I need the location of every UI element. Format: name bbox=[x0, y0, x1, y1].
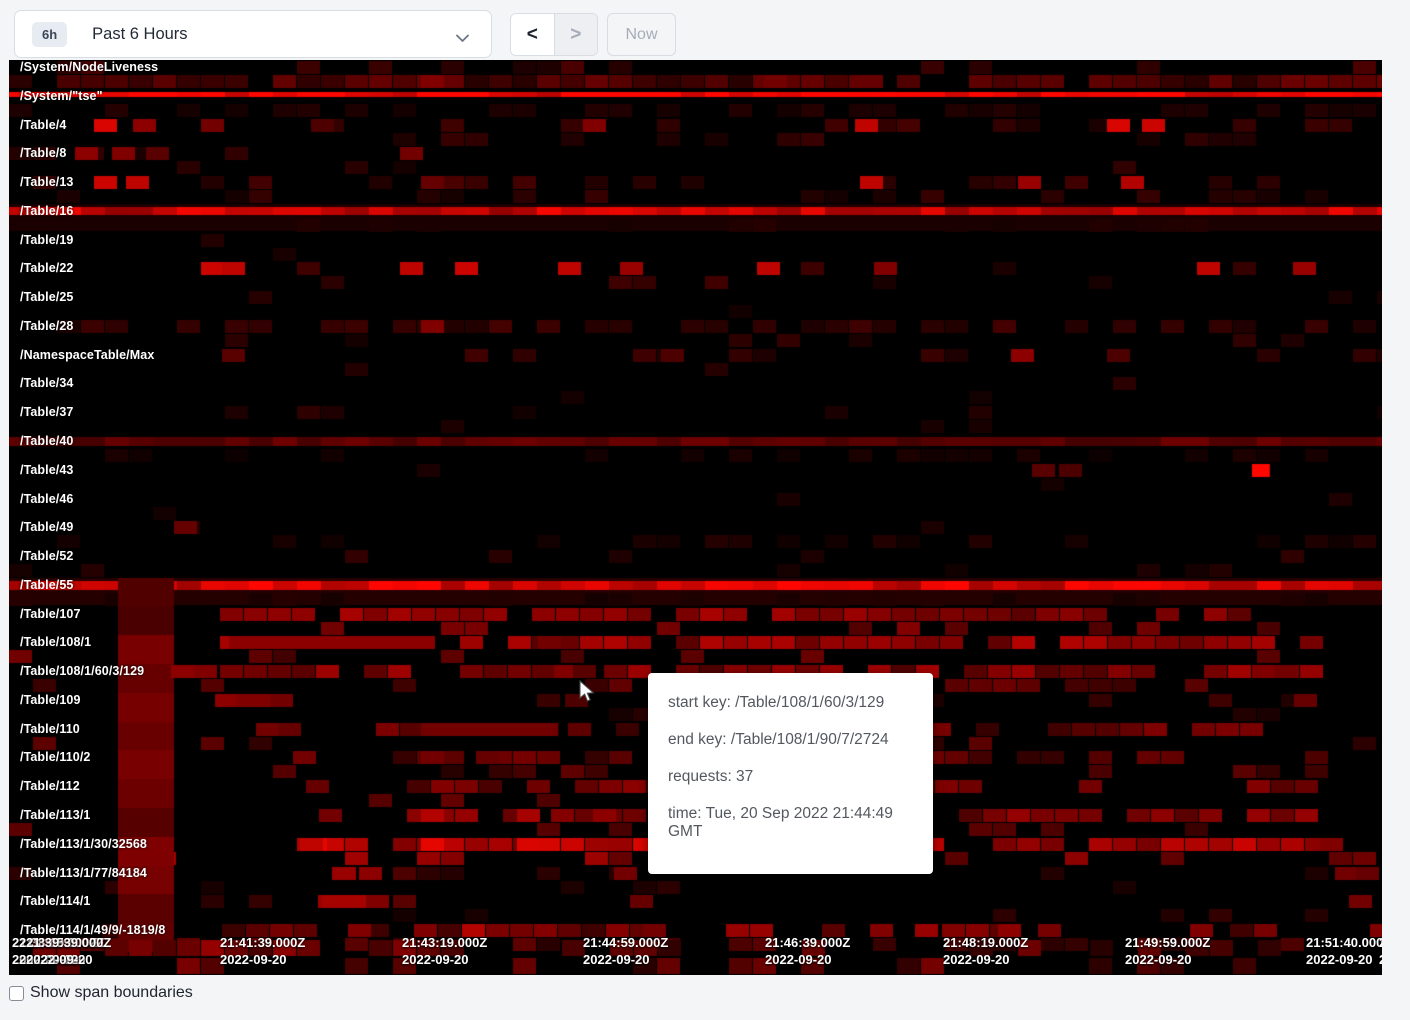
row-label: /Table/34 bbox=[20, 376, 74, 390]
row-label: /System/NodeLiveness bbox=[20, 60, 159, 74]
row-label: /Table/113/1/77/84184 bbox=[20, 866, 147, 880]
row-label: /Table/55 bbox=[20, 578, 74, 592]
row-label: /Table/52 bbox=[20, 549, 74, 563]
row-label: /Table/109 bbox=[20, 693, 81, 707]
row-label: /Table/40 bbox=[20, 434, 74, 448]
row-label: /Table/108/1 bbox=[20, 635, 92, 649]
show-span-boundaries-checkbox[interactable] bbox=[9, 985, 24, 1001]
axis-tick-time: 21:44:59.000Z bbox=[583, 935, 669, 950]
show-span-boundaries-label: Show span boundaries bbox=[30, 984, 193, 1001]
row-label: /Table/46 bbox=[20, 492, 74, 506]
row-label: /Table/25 bbox=[20, 290, 74, 304]
axis-tick-time: 21:46:39.000Z bbox=[765, 935, 851, 950]
axis-tick-date: 2022-09-20 bbox=[765, 952, 832, 967]
axis-tick: 21:43:19.000Z 2022-09-20 bbox=[402, 934, 487, 968]
axis-tick-time: 21:48:19.000Z bbox=[943, 935, 1029, 950]
row-label: /Table/22 bbox=[20, 261, 74, 275]
row-label: /Table/49 bbox=[20, 520, 74, 534]
time-range-label: Past 6 Hours bbox=[92, 24, 188, 43]
row-label: /System/"tse" bbox=[20, 89, 103, 103]
axis-tick: 21:38:19.000Z 2022-09-20 bbox=[12, 934, 97, 968]
tooltip-requests: requests: 37 bbox=[668, 768, 754, 785]
row-label: /Table/110 bbox=[20, 722, 80, 736]
row-label: /Table/16 bbox=[20, 204, 74, 218]
row-label: /Table/114/1 bbox=[20, 894, 91, 908]
axis-tick-time: 21:38:19.000Z bbox=[12, 935, 98, 950]
row-label: /Table/108/1/60/3/129 bbox=[20, 664, 145, 678]
tooltip-time: time: Tue, 20 Sep 2022 21:44:49 GMT bbox=[668, 805, 893, 840]
row-label: /Table/113/1/30/32568 bbox=[20, 837, 147, 851]
axis-tick-date: 2022-09-20 bbox=[583, 952, 650, 967]
row-label: /Table/114/1/49/9/-1819/8 bbox=[20, 923, 166, 937]
prev-interval-button[interactable]: < bbox=[511, 14, 555, 55]
hover-tooltip: start key: /Table/108/1/60/3/129 end key… bbox=[648, 673, 933, 874]
row-label: /Table/43 bbox=[20, 463, 74, 477]
axis-tick-date: 2022-09-20 bbox=[1306, 952, 1373, 967]
row-label: /Table/107 bbox=[20, 607, 81, 621]
axis-tick: 21:39:59.000Z 2022-09-20 bbox=[19, 934, 104, 968]
axis-tick-date: 2022-09-20 bbox=[943, 952, 1010, 967]
row-label: /Table/110/2 bbox=[20, 750, 91, 764]
time-range-badge: 6h bbox=[32, 21, 68, 47]
span-boundaries-row: Show span boundaries bbox=[9, 984, 193, 1002]
axis-tick-date: 2022-09-20 bbox=[12, 952, 79, 967]
key-visualizer-chart: /System/NodeLiveness/System/"tse" /Table/… bbox=[9, 60, 1382, 975]
row-label: /Table/113/1 bbox=[20, 808, 91, 822]
axis-tick-date: 2022-09-20 bbox=[1125, 952, 1192, 967]
now-button[interactable]: Now bbox=[607, 13, 676, 56]
axis-tick-date: 2022-09-20 bbox=[26, 952, 93, 967]
tooltip-start-key: start key: /Table/108/1/60/3/129 bbox=[668, 694, 885, 711]
next-interval-button[interactable]: > bbox=[554, 14, 597, 55]
axis-tick: 21:41:39.000Z 2022-09-20 bbox=[220, 934, 305, 968]
axis-tick-time: 21:43:19.000Z bbox=[402, 935, 488, 950]
row-label: /Table/28 bbox=[20, 319, 74, 333]
axis-tick: 21:39:39.000Z 2022-09-20 bbox=[26, 934, 111, 968]
row-label: /Table/4 bbox=[20, 118, 67, 132]
row-label: /Table/37 bbox=[20, 405, 74, 419]
axis-tick: 21:49:59.000Z 2022-09-20 bbox=[1125, 934, 1210, 968]
axis-tick-date: 2022-09-20 bbox=[220, 952, 287, 967]
axis-tick: 21:48:19.000Z 2022-09-20 bbox=[943, 934, 1028, 968]
tooltip-end-key: end key: /Table/108/1/90/7/2724 bbox=[668, 731, 889, 748]
axis-tick: 21:44:59.000Z 2022-09-20 bbox=[583, 934, 668, 968]
axis-tick-time: 21:39:39.000Z bbox=[26, 935, 112, 950]
time-nav-group: < > bbox=[510, 13, 598, 56]
axis-tick-date: 2022-09-20 bbox=[1379, 951, 1382, 968]
axis-tick-date: 2022-09-20 bbox=[19, 952, 86, 967]
axis-tick-time: 21:53:20.000Z bbox=[1379, 934, 1382, 951]
time-range-dropdown[interactable]: 6h Past 6 Hours bbox=[14, 10, 492, 58]
chevron-down-icon bbox=[456, 30, 469, 48]
row-label: /Table/13 bbox=[20, 175, 74, 189]
axis-tick: 21:46:39.000Z 2022-09-20 bbox=[765, 934, 850, 968]
axis-tick-time: 21:41:39.000Z bbox=[220, 935, 306, 950]
row-label: /Table/8 bbox=[20, 146, 67, 160]
axis-tick-date: 2022-09-20 bbox=[402, 952, 469, 967]
axis-tick-time: 21:39:59.000Z bbox=[19, 935, 105, 950]
axis-tick-time: 21:51:40.000Z bbox=[1306, 935, 1382, 950]
row-label: /Table/112 bbox=[20, 779, 80, 793]
row-label: /NamespaceTable/Max bbox=[20, 348, 155, 362]
axis-tick-time: 21:49:59.000Z bbox=[1125, 935, 1211, 950]
row-label: /Table/19 bbox=[20, 233, 74, 247]
mouse-cursor-icon bbox=[579, 680, 595, 702]
